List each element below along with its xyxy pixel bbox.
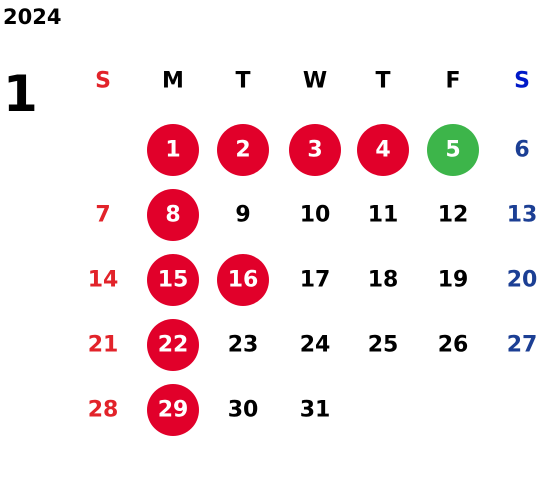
day-number: 23 <box>228 333 259 358</box>
day-number: 8 <box>165 203 180 228</box>
day-number: 2 <box>235 138 250 163</box>
weekday-label: F <box>445 69 460 94</box>
weekday-label: T <box>375 69 390 94</box>
day-number: 4 <box>375 138 390 163</box>
day-highlight <box>427 124 479 176</box>
day-number: 28 <box>88 398 119 423</box>
day-number: 12 <box>438 203 469 228</box>
day-number: 5 <box>445 138 460 163</box>
day-number: 9 <box>235 203 250 228</box>
month: 1 <box>3 65 38 123</box>
weekday-label: T <box>235 69 250 94</box>
day-number: 1 <box>165 138 180 163</box>
day-number: 30 <box>228 398 259 423</box>
weekday-label: M <box>162 69 184 94</box>
weekday-label: S <box>514 69 530 94</box>
day-highlight <box>217 254 269 306</box>
day-number: 16 <box>228 268 259 293</box>
day-number: 6 <box>514 138 529 163</box>
day-number: 15 <box>158 268 189 293</box>
day-number: 31 <box>300 398 331 423</box>
day-number: 29 <box>158 398 189 423</box>
day-number: 21 <box>88 333 119 358</box>
day-highlight <box>147 189 199 241</box>
day-number: 19 <box>438 268 469 293</box>
day-highlight <box>217 124 269 176</box>
day-number: 26 <box>438 333 469 358</box>
day-number: 17 <box>300 268 331 293</box>
day-number: 7 <box>95 203 110 228</box>
weekday-label: W <box>303 69 327 94</box>
day-number: 25 <box>368 333 399 358</box>
day-number: 13 <box>507 203 538 228</box>
day-number: 20 <box>507 268 538 293</box>
day-highlight <box>357 124 409 176</box>
weekday-label: S <box>95 69 111 94</box>
day-highlight <box>147 254 199 306</box>
day-number: 27 <box>507 333 538 358</box>
day-highlight <box>289 124 341 176</box>
day-number: 18 <box>368 268 399 293</box>
year: 2024 <box>3 5 61 29</box>
day-number: 24 <box>300 333 331 358</box>
day-number: 14 <box>88 268 119 293</box>
day-number: 10 <box>300 203 331 228</box>
day-number: 22 <box>158 333 189 358</box>
day-number: 3 <box>307 138 322 163</box>
day-highlight <box>147 319 199 371</box>
day-number: 11 <box>368 203 399 228</box>
day-highlight <box>147 124 199 176</box>
day-highlight <box>147 384 199 436</box>
